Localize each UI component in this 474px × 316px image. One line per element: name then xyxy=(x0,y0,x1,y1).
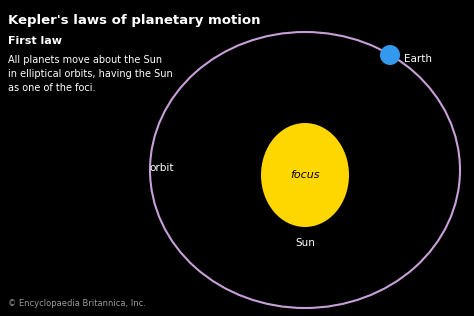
Text: First law: First law xyxy=(8,36,62,46)
Text: Earth: Earth xyxy=(404,54,432,64)
Text: © Encyclopaedia Britannica, Inc.: © Encyclopaedia Britannica, Inc. xyxy=(8,299,146,308)
Text: Sun: Sun xyxy=(295,238,315,248)
Circle shape xyxy=(380,45,400,65)
Text: orbit: orbit xyxy=(150,163,174,173)
Ellipse shape xyxy=(261,123,349,227)
Text: focus: focus xyxy=(290,170,320,180)
Text: All planets move about the Sun
in elliptical orbits, having the Sun
as one of th: All planets move about the Sun in ellipt… xyxy=(8,55,173,93)
Text: Kepler's laws of planetary motion: Kepler's laws of planetary motion xyxy=(8,14,261,27)
